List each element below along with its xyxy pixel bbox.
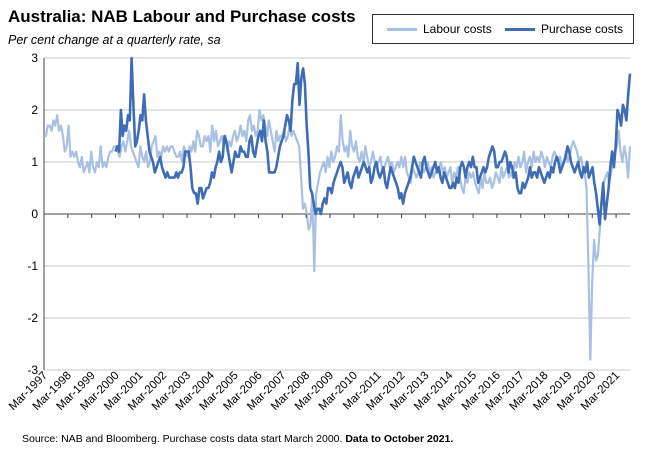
series-line-purchase-costs <box>114 56 632 226</box>
legend-swatch-purchase <box>505 27 535 31</box>
legend: Labour costs Purchase costs <box>372 14 634 44</box>
y-tick-label: 0 <box>31 207 38 221</box>
y-axis-tick-labels: -3 -2 -1 0 1 2 3 <box>27 51 38 377</box>
series-line-labour-costs <box>44 108 632 361</box>
y-tick-label: 2 <box>31 103 38 117</box>
source-note: Source: NAB and Bloomberg. Purchase cost… <box>22 433 453 445</box>
series-lines <box>44 56 632 361</box>
source-text: Source: NAB and Bloomberg. Purchase cost… <box>22 433 343 445</box>
legend-item-labour: Labour costs <box>387 22 492 36</box>
y-tick-label: 1 <box>31 155 38 169</box>
legend-label-purchase: Purchase costs <box>541 22 624 36</box>
y-tick-label: -1 <box>27 259 38 273</box>
chart-subtitle: Per cent change at a quarterly rate, sa <box>8 33 221 47</box>
chart-title: Australia: NAB Labour and Purchase costs <box>8 7 356 26</box>
y-tick-label: -3 <box>27 363 38 377</box>
y-tick-label: 3 <box>31 51 38 65</box>
legend-swatch-labour <box>387 27 417 31</box>
data-date-note: Data to October 2021. <box>345 433 454 445</box>
axes <box>43 58 630 370</box>
y-tick-label: -2 <box>27 311 38 325</box>
legend-label-labour: Labour costs <box>423 22 492 36</box>
legend-item-purchase: Purchase costs <box>505 22 623 36</box>
